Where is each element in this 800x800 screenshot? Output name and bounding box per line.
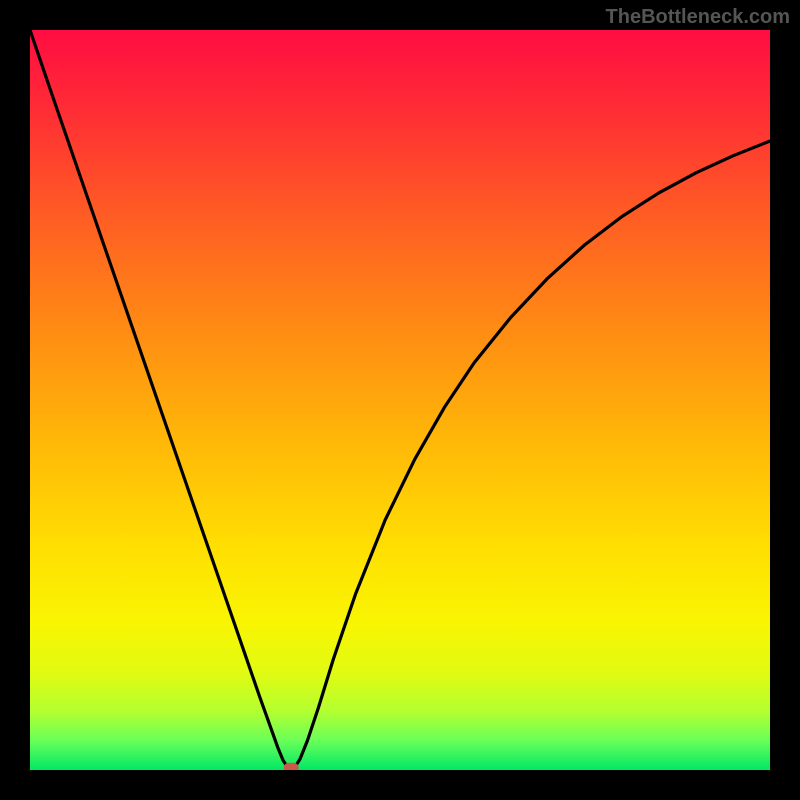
plot-area (30, 30, 770, 770)
minimum-marker (284, 763, 299, 770)
chart-container: TheBottleneck.com (0, 0, 800, 800)
gradient-background (30, 30, 770, 770)
watermark-text: TheBottleneck.com (606, 6, 790, 29)
chart-svg (30, 30, 770, 770)
